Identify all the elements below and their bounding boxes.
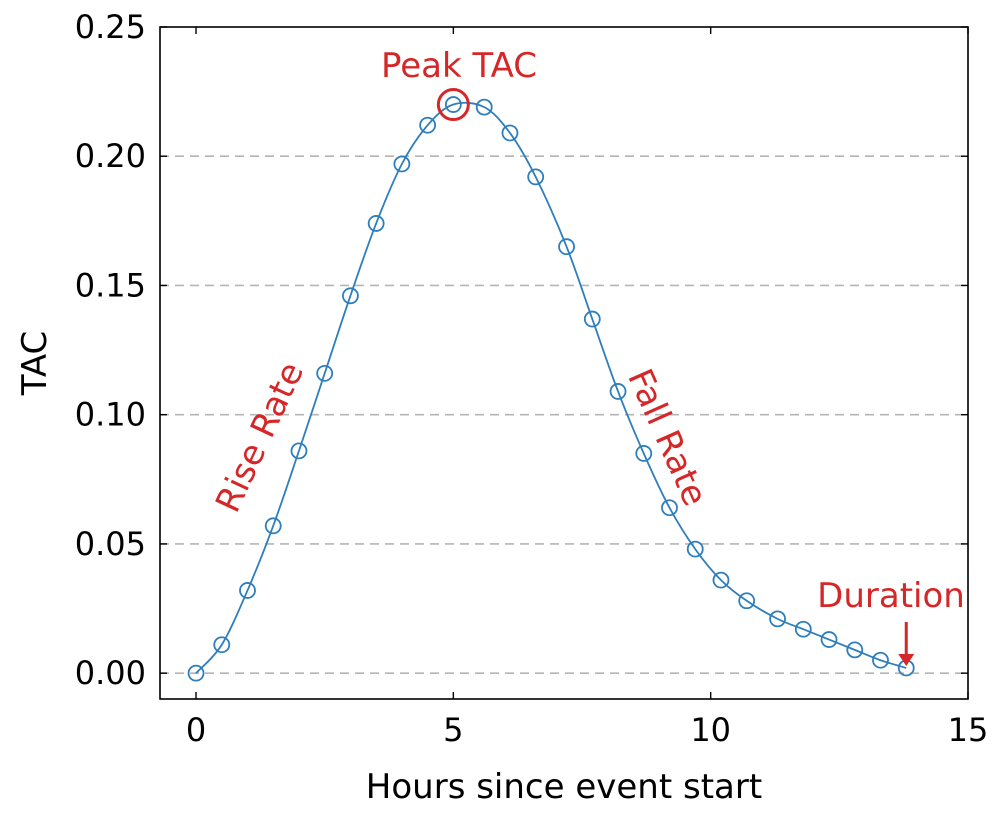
data-point [609, 383, 627, 400]
y-tick-label: 0.15 [75, 266, 146, 304]
data-point [187, 664, 205, 682]
annotations: Peak TAC Rise Rate Fall Rate Duration [208, 46, 965, 666]
data-point [342, 287, 359, 305]
y-tick-label: 0.05 [75, 525, 146, 563]
data-point [846, 641, 864, 659]
data-point [367, 215, 385, 232]
data-point [264, 517, 282, 535]
y-tick-label: 0.00 [75, 654, 146, 692]
data-point [475, 98, 493, 116]
x-tick-label: 15 [948, 711, 989, 749]
axis-ticks: 0.00 0.05 0.10 0.15 0.20 0.25 0 5 10 15 [75, 8, 989, 749]
data-point [444, 96, 462, 113]
x-axis-label: Hours since event start [366, 767, 762, 807]
fall-rate-annotation: Fall Rate [619, 363, 714, 512]
x-tick-label: 0 [186, 711, 206, 749]
data-point [290, 442, 308, 460]
data-point [769, 610, 786, 628]
data-point [393, 155, 411, 173]
data-point [686, 540, 704, 558]
data-point [872, 651, 889, 669]
data-point [558, 238, 575, 256]
rise-rate-annotation: Rise Rate [208, 356, 312, 518]
peak-tac-marker [436, 88, 470, 122]
data-point [635, 445, 653, 462]
y-tick-label: 0.20 [75, 137, 146, 175]
x-tick-label: 10 [690, 711, 731, 749]
peak-tac-annotation: Peak TAC [381, 46, 537, 86]
y-tick-label: 0.10 [75, 396, 146, 434]
data-point [239, 582, 256, 599]
y-axis-label: TAC [15, 331, 55, 397]
data-point [316, 364, 334, 382]
data-point [820, 631, 838, 648]
data-point [712, 571, 730, 589]
data-point [661, 499, 678, 517]
data-point [501, 124, 519, 142]
plot-area-frame [159, 26, 969, 700]
data-point [213, 636, 231, 654]
data-point [738, 592, 756, 610]
y-tick-label: 0.25 [75, 8, 146, 46]
data-point [794, 620, 812, 638]
data-point [527, 168, 545, 186]
duration-arrow-head [898, 653, 915, 666]
data-point [419, 116, 437, 134]
duration-annotation: Duration [817, 576, 965, 616]
x-tick-label: 5 [443, 711, 463, 749]
data-point [583, 310, 601, 328]
